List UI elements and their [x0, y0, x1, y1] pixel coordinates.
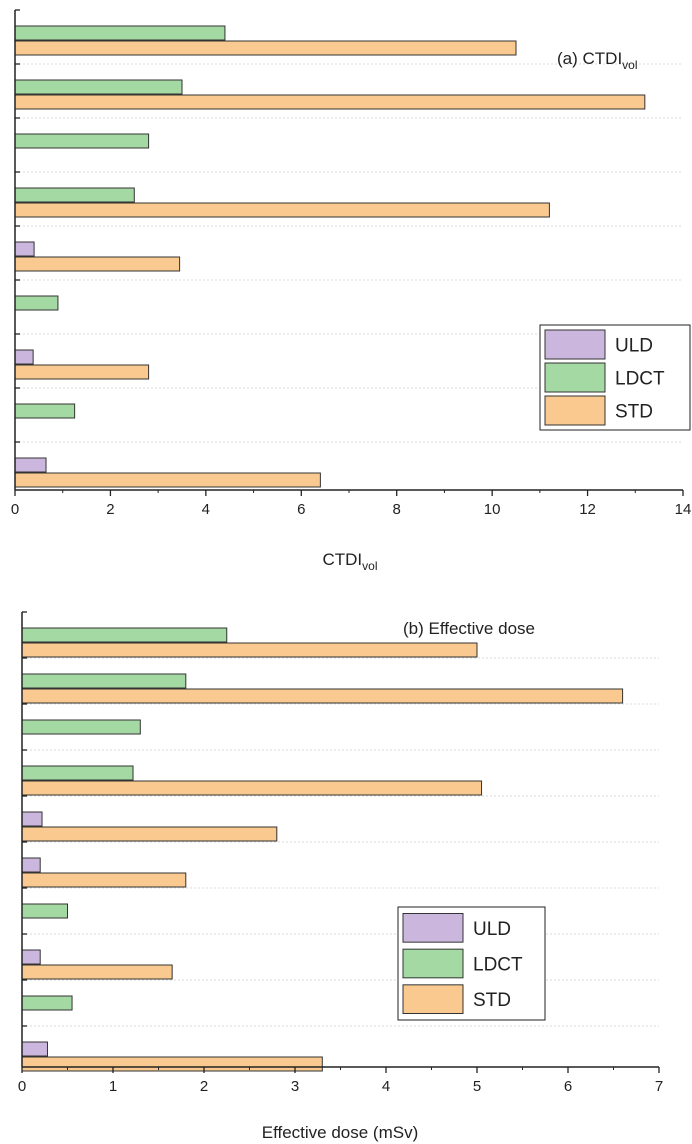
bar-uld [14, 241, 35, 257]
bar-uld [14, 349, 34, 365]
legend-label-ldct: LDCT [615, 369, 665, 390]
legend-label-std: STD [615, 402, 653, 423]
chart-annotation: (a) CTDIvol [557, 49, 638, 72]
x-axis-title: Effective dose (mSv) [262, 1123, 419, 1142]
chart-annotation-main: (b) Effective dose [403, 619, 535, 638]
bar-std [21, 688, 624, 704]
x-axis-title-main: CTDI [322, 550, 362, 569]
x-axis-title-main: Effective dose (mSv) [262, 1123, 419, 1142]
x-tick-label: 6 [297, 501, 305, 518]
x-tick-label: 12 [579, 501, 596, 518]
legend-label-uld: ULD [473, 919, 511, 940]
chart-annotation-subscript: vol [622, 58, 637, 72]
bar-ldct [14, 187, 135, 203]
bar-uld [21, 811, 43, 827]
x-tick-label: 2 [200, 1078, 208, 1095]
bar-ldct [21, 995, 73, 1011]
legend-swatch-uld [544, 329, 606, 360]
x-tick-label: 4 [382, 1078, 390, 1095]
legend-swatch-ldct [402, 948, 464, 979]
bar-uld [21, 1041, 48, 1057]
chart-effective-dose: 0 1 2 3 4 5 6 7 (b) Effective dose Effective dose… [18, 611, 663, 1142]
bar-std [21, 642, 478, 658]
x-tick-label: 4 [202, 501, 210, 518]
bar-ldct [14, 79, 183, 95]
chart-annotation: (b) Effective dose [403, 619, 535, 638]
x-tick-label: 7 [655, 1078, 663, 1095]
legend-swatch-std [544, 395, 606, 426]
x-axis-title-subscript: vol [362, 559, 377, 573]
bar-ldct [21, 903, 68, 919]
bar-std [14, 202, 550, 218]
bar-ldct [14, 295, 59, 311]
bar-uld [21, 857, 41, 873]
x-tick-label: 0 [11, 501, 19, 518]
bar-std [21, 872, 187, 888]
bar-ldct [21, 719, 141, 735]
legend: ULD LDCT STD [539, 324, 691, 431]
x-tick-label: 3 [291, 1078, 299, 1095]
bar-ldct [21, 673, 187, 689]
x-tick-label: 1 [109, 1078, 117, 1095]
legend-label-std: STD [473, 990, 511, 1011]
bar-uld [14, 457, 47, 473]
bar-ldct [21, 765, 134, 781]
bar-ldct [21, 627, 228, 643]
bar-std [21, 826, 278, 842]
legend-label-ldct: LDCT [473, 955, 523, 976]
bar-ldct [14, 25, 226, 41]
bar-ldct [14, 403, 76, 419]
bar-std [14, 472, 321, 488]
legend-swatch-std [402, 984, 464, 1014]
x-tick-label: 5 [473, 1078, 481, 1095]
x-tick-label: 14 [675, 501, 692, 518]
x-tick-label: 8 [393, 501, 401, 518]
legend-label-uld: ULD [615, 336, 653, 357]
bar-std [14, 364, 150, 380]
x-tick-label: 6 [564, 1078, 572, 1095]
x-tick-label: 0 [18, 1078, 26, 1095]
x-axis-title: CTDIvol [322, 550, 377, 573]
chart-annotation-main: (a) CTDI [557, 49, 622, 68]
bar-std [21, 964, 173, 980]
bar-std [14, 256, 181, 272]
bar-std [14, 94, 646, 110]
bar-ldct [14, 133, 150, 149]
legend-swatch-ldct [544, 362, 606, 393]
bar-uld [21, 949, 41, 965]
legend: ULD LDCT STD [397, 906, 546, 1021]
legend-swatch-uld [402, 913, 464, 943]
bar-std [21, 780, 483, 796]
x-tick-label: 2 [106, 501, 114, 518]
x-tick-label: 10 [484, 501, 501, 518]
bar-std [14, 40, 517, 56]
